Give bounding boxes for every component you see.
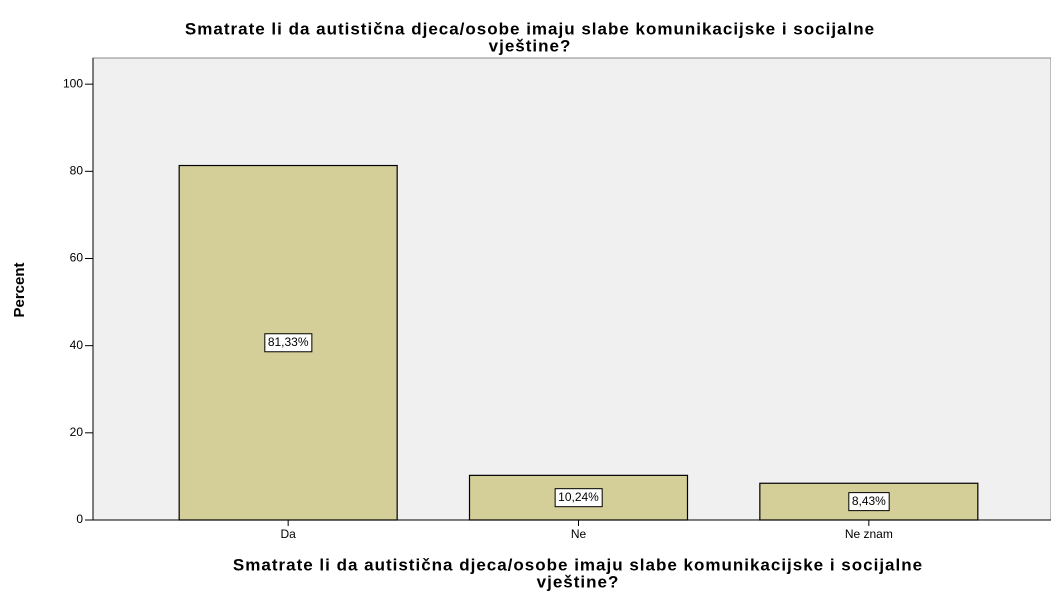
x-tick-label: Da: [280, 527, 296, 541]
x-tick-label: Ne: [571, 527, 587, 541]
value-label-box: [264, 333, 313, 353]
chart-title: Smatrate li da autistična djeca/osobe im…: [185, 19, 875, 38]
y-tick-label: 80: [70, 163, 84, 177]
value-label-box: [848, 492, 890, 512]
x-axis-label: Smatrate li da autistična djeca/osobe im…: [233, 555, 923, 574]
value-label-box: [554, 488, 603, 508]
x-tick-label: Ne znam: [845, 527, 893, 541]
value-label: 10,24%: [558, 490, 599, 504]
y-tick-label: 40: [70, 338, 84, 352]
x-axis-label: vještine?: [537, 572, 620, 591]
chart-title: vještine?: [489, 36, 572, 55]
y-axis-label: Percent: [11, 262, 28, 317]
y-tick-label: 0: [76, 512, 83, 526]
y-tick-label: 100: [63, 76, 83, 90]
value-label: 81,33%: [268, 335, 309, 349]
value-label: 8,43%: [852, 494, 886, 508]
y-tick-label: 20: [70, 425, 84, 439]
y-tick-label: 60: [70, 251, 84, 265]
